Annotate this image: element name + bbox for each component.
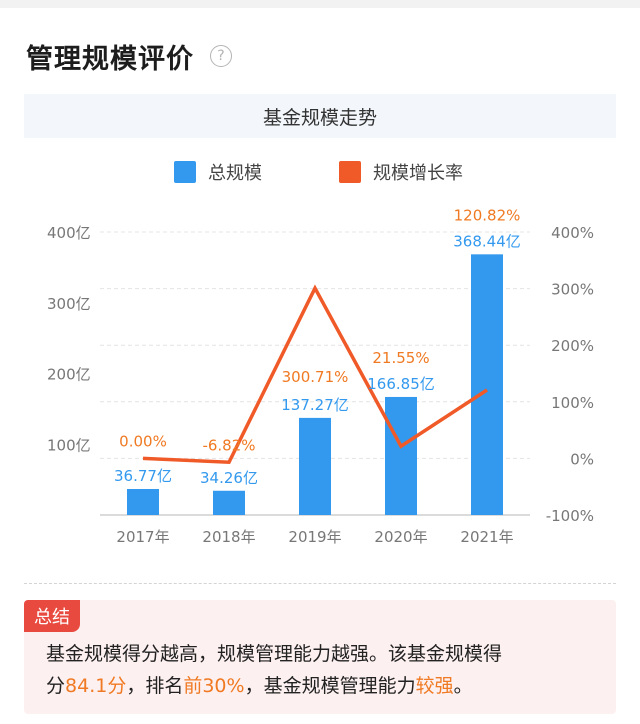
summary-line-1: 基金规模得分越高，规模管理能力越强。该基金规模得 — [46, 643, 503, 665]
line-value-label: 21.55% — [372, 349, 429, 367]
x-tick-label: 2019年 — [288, 528, 341, 546]
bar-value-label: 166.85亿 — [367, 375, 435, 393]
bar — [385, 396, 417, 515]
summary-part-3: ，基金规模管理能力 — [244, 675, 416, 697]
summary-level: 较强 — [415, 675, 454, 697]
y-right-tick-label: 0% — [570, 450, 594, 468]
growth-rate-line — [142, 284, 488, 465]
summary-rank: 前30% — [183, 675, 245, 697]
x-tick-label: 2017年 — [116, 528, 169, 546]
line-value-label: 300.71% — [282, 368, 349, 386]
line-value-label: 120.82% — [454, 206, 521, 224]
scale-trend-chart: 100亿 200亿 300亿 400亿 -100% 0% 100% 200% 300% 400% 2… — [47, 206, 594, 546]
summary-part-4: 。 — [453, 675, 473, 697]
bar-value-label: 368.44亿 — [453, 232, 521, 250]
y-left-tick-label: 300亿 — [47, 295, 91, 313]
summary-text: 基金规模得分越高，规模管理能力越强。该基金规模得 分84.1分，排名前30%，基… — [46, 638, 602, 702]
x-tick-label: 2020年 — [374, 528, 427, 546]
section-header: 管理规模评价 ? — [26, 36, 232, 76]
summary-part-1: 分 — [46, 675, 66, 697]
summary-box: 总结 基金规模得分越高，规模管理能力越强。该基金规模得 分84.1分，排名前30… — [24, 600, 616, 714]
y-left-tick-label: 100亿 — [47, 436, 91, 454]
line-value-label: 0.00% — [119, 432, 167, 450]
x-tick-label: 2021年 — [460, 528, 513, 546]
bar-value-label: 137.27亿 — [281, 396, 349, 414]
y-right-tick-label: -100% — [546, 507, 594, 525]
legend-label-total-scale: 总规模 — [208, 163, 262, 184]
x-tick-label: 2018年 — [202, 528, 255, 546]
y-right-tick-label: 400% — [551, 224, 594, 242]
chart-title: 基金规模走势 — [262, 106, 377, 129]
top-bar — [0, 0, 640, 8]
chart-header: 基金规模走势 — [24, 94, 616, 138]
legend-swatch-bar — [174, 161, 196, 183]
y-left-tick-label: 400亿 — [47, 224, 91, 242]
y-right-tick-label: 300% — [551, 281, 594, 299]
y-right-tick-label: 100% — [551, 394, 594, 412]
bar — [299, 417, 331, 515]
legend-swatch-line — [339, 161, 361, 183]
summary-line-2: 分84.1分，排名前30%，基金规模管理能力较强。 — [46, 670, 602, 702]
dashed-divider — [24, 583, 616, 584]
bar — [213, 490, 245, 515]
bar-value-label: 36.77亿 — [114, 467, 172, 485]
summary-tag: 总结 — [24, 600, 80, 632]
summary-part-2: ，排名 — [126, 675, 184, 697]
legend-item-total-scale[interactable]: 总规模 — [174, 159, 262, 185]
question-circle-icon[interactable]: ? — [210, 45, 232, 67]
summary-score: 84.1分 — [65, 675, 127, 697]
bar — [127, 488, 159, 515]
y-right-tick-label: 200% — [551, 337, 594, 355]
bar — [471, 254, 503, 515]
page-title: 管理规模评价 — [26, 43, 194, 75]
bar-value-label: 34.26亿 — [200, 469, 258, 487]
chart-legend: 总规模 规模增长率 — [0, 159, 640, 187]
y-left-tick-label: 200亿 — [47, 366, 91, 384]
legend-item-growth-rate[interactable]: 规模增长率 — [339, 159, 463, 185]
legend-label-growth-rate: 规模增长率 — [373, 163, 463, 184]
line-value-label: -6.82% — [202, 436, 255, 454]
